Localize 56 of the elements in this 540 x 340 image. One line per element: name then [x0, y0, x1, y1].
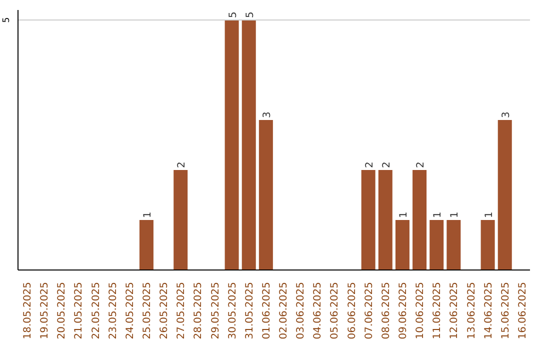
- bar: [139, 220, 154, 270]
- bar: [174, 170, 188, 270]
- bar: [242, 20, 256, 270]
- x-tick-label: 10.06.2025: [415, 282, 426, 340]
- data-label: 3: [262, 112, 273, 118]
- x-tick-label: 16.06.2025: [517, 282, 528, 340]
- x-tick-label: 21.05.2025: [74, 282, 85, 340]
- x-tick-label: 02.06.2025: [278, 282, 290, 340]
- x-tick-label: 08.06.2025: [380, 282, 392, 340]
- x-tick-label: 12.06.2025: [449, 282, 460, 340]
- bar: [361, 170, 376, 270]
- x-tick-label: 25.05.2025: [142, 282, 153, 340]
- x-tick-label: 06.06.2025: [346, 282, 358, 340]
- x-tick-label: 05.06.2025: [330, 282, 341, 340]
- x-tick-label: 24.05.2025: [124, 282, 136, 340]
- data-label: 1: [450, 212, 461, 218]
- bar: [378, 170, 392, 270]
- x-tick-label: 20.05.2025: [56, 282, 68, 340]
- x-tick-label: 26.05.2025: [159, 282, 170, 340]
- bar: [446, 220, 461, 270]
- x-tick-label: 29.05.2025: [210, 282, 222, 340]
- x-tick-label: 19.05.2025: [40, 282, 51, 340]
- x-tick-label: 07.06.2025: [364, 282, 375, 340]
- x-tick-label: 01.06.2025: [261, 282, 272, 340]
- x-tick-label: 28.05.2025: [193, 282, 204, 340]
- bar: [258, 120, 273, 270]
- x-tick-label: 22.05.2025: [90, 282, 102, 340]
- data-label: 2: [364, 162, 376, 168]
- data-label: 1: [398, 212, 410, 218]
- data-label: 2: [416, 162, 427, 168]
- x-tick-label: 31.05.2025: [244, 282, 256, 340]
- x-tick-label: 27.05.2025: [176, 282, 188, 340]
- data-label: 5: [228, 12, 239, 18]
- x-tick-label: 04.06.2025: [312, 282, 324, 340]
- data-label: 2: [176, 162, 188, 168]
- bar: [224, 20, 239, 270]
- x-tick-label: 18.05.2025: [22, 282, 34, 340]
- data-label: 1: [142, 212, 154, 218]
- data-label: 5: [244, 12, 256, 18]
- data-label: 1: [484, 212, 495, 218]
- x-tick-label: 15.06.2025: [500, 282, 512, 340]
- bar: [412, 170, 427, 270]
- x-tick-label: 11.06.2025: [432, 282, 444, 340]
- bar: [480, 220, 495, 270]
- bar: [395, 220, 410, 270]
- data-label: 3: [500, 112, 512, 118]
- x-tick-label: 23.05.2025: [108, 282, 119, 340]
- bar: [498, 120, 512, 270]
- data-label: 1: [432, 212, 444, 218]
- x-tick-label: 09.06.2025: [398, 282, 409, 340]
- x-tick-label: 13.06.2025: [466, 282, 478, 340]
- x-tick-label: 03.06.2025: [296, 282, 307, 340]
- bar: [430, 220, 444, 270]
- x-tick-label: 14.06.2025: [483, 282, 494, 340]
- x-tick-label: 30.05.2025: [227, 282, 238, 340]
- data-label: 2: [381, 162, 392, 168]
